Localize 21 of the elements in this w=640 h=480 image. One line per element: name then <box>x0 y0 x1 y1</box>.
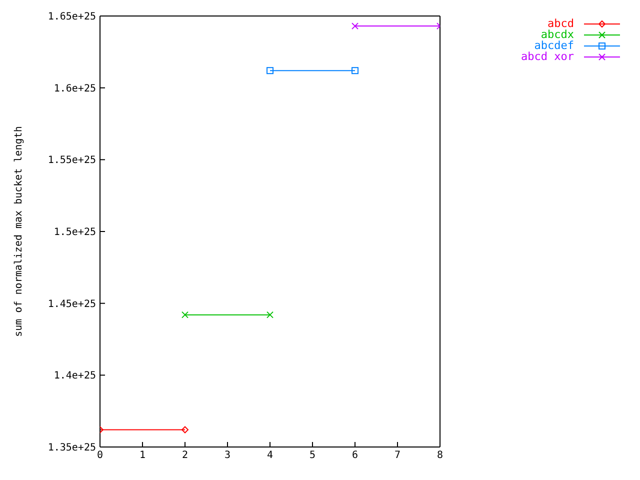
legend-label: abcdx <box>540 28 574 41</box>
x-tick-label: 2 <box>182 450 188 462</box>
x-tick-label: 5 <box>309 450 316 462</box>
x-tick-label: 6 <box>352 450 358 462</box>
y-tick-label: 1.6e+25 <box>54 83 96 94</box>
legend-label: abcd <box>548 17 574 30</box>
y-axis-title: sum of normalized max bucket length <box>14 126 25 337</box>
y-tick-label: 1.45e+25 <box>48 298 96 310</box>
x-tick-label: 4 <box>266 450 274 462</box>
x-tick-label: 0 <box>96 450 104 462</box>
y-tick-label: 1.5e+25 <box>54 227 96 238</box>
y-tick-label: 1.65e+25 <box>48 12 96 23</box>
x-tick-label: 8 <box>437 450 444 462</box>
x-tick-label: 1 <box>139 450 146 462</box>
y-tick-label: 1.4e+25 <box>54 370 96 382</box>
x-tick-label: 7 <box>394 450 401 462</box>
y-tick-label: 1.55e+25 <box>48 155 96 166</box>
x-tick-label: 3 <box>224 450 231 462</box>
y-tick-label: 1.35e+25 <box>48 442 96 454</box>
legend-label: abcdef <box>534 39 574 52</box>
legend-label: abcd xor <box>521 50 574 63</box>
